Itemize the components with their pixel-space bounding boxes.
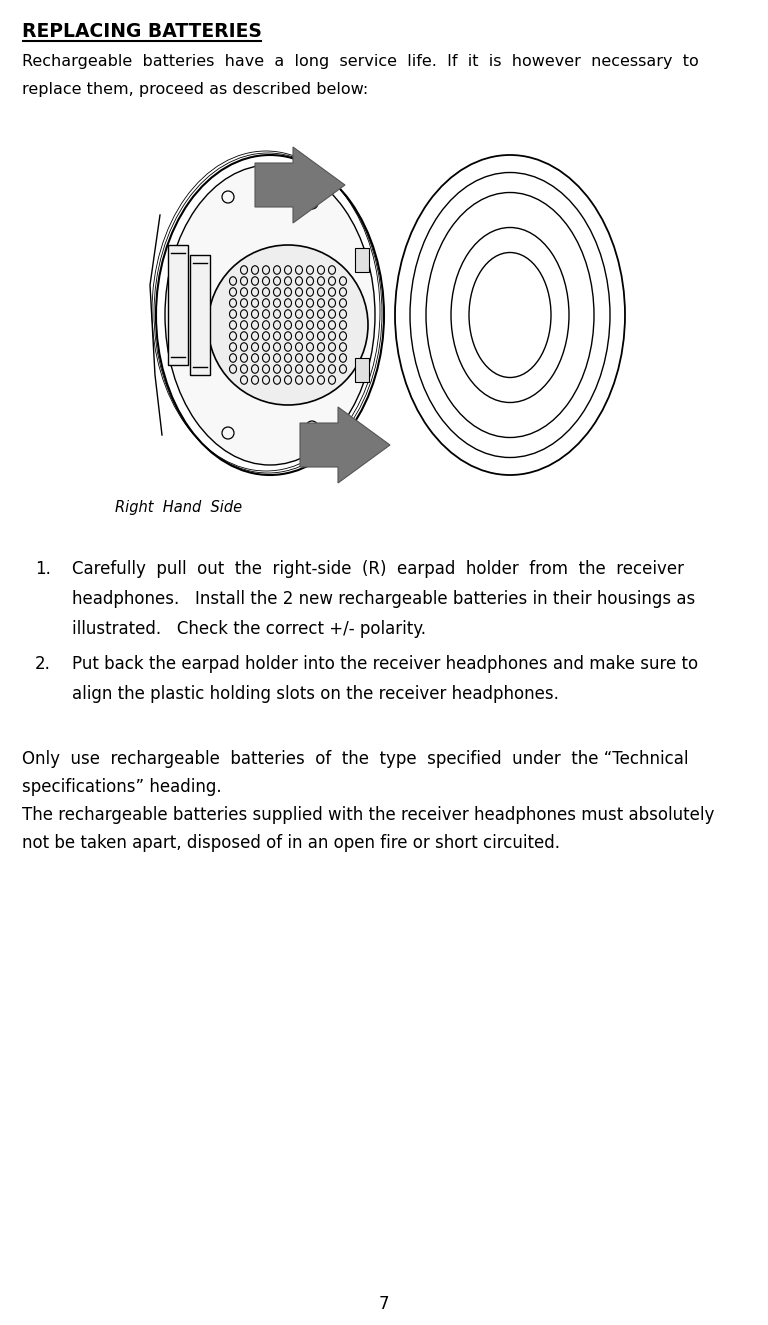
- Text: Carefully  pull  out  the  right-side  (R)  earpad  holder  from  the  receiver: Carefully pull out the right-side (R) ea…: [72, 560, 684, 578]
- Text: headphones.   Install the 2 new rechargeable batteries in their housings as: headphones. Install the 2 new rechargeab…: [72, 590, 695, 608]
- Text: illustrated.   Check the correct +/- polarity.: illustrated. Check the correct +/- polar…: [72, 620, 426, 639]
- Text: specifications” heading.: specifications” heading.: [22, 778, 222, 796]
- Text: Put back the earpad holder into the receiver headphones and make sure to: Put back the earpad holder into the rece…: [72, 655, 698, 673]
- Text: replace them, proceed as described below:: replace them, proceed as described below…: [22, 82, 368, 97]
- Text: not be taken apart, disposed of in an open fire or short circuited.: not be taken apart, disposed of in an op…: [22, 833, 560, 852]
- Text: 2.: 2.: [35, 655, 51, 673]
- Text: align the plastic holding slots on the receiver headphones.: align the plastic holding slots on the r…: [72, 685, 559, 704]
- Text: Right  Hand  Side: Right Hand Side: [115, 500, 242, 515]
- Circle shape: [208, 245, 368, 405]
- Text: 1.: 1.: [35, 560, 51, 578]
- Ellipse shape: [165, 166, 375, 465]
- Text: 7: 7: [379, 1295, 389, 1313]
- Text: The rechargeable batteries supplied with the receiver headphones must absolutely: The rechargeable batteries supplied with…: [22, 806, 714, 824]
- Bar: [355, 358, 369, 382]
- Bar: [168, 245, 188, 364]
- Polygon shape: [255, 147, 345, 223]
- Polygon shape: [300, 407, 390, 484]
- Bar: [190, 254, 210, 375]
- Bar: [355, 248, 369, 272]
- Text: Rechargeable  batteries  have  a  long  service  life.  If  it  is  however  nec: Rechargeable batteries have a long servi…: [22, 54, 699, 69]
- Text: Only  use  rechargeable  batteries  of  the  type  specified  under  the “Techni: Only use rechargeable batteries of the t…: [22, 750, 688, 768]
- Text: REPLACING BATTERIES: REPLACING BATTERIES: [22, 23, 262, 41]
